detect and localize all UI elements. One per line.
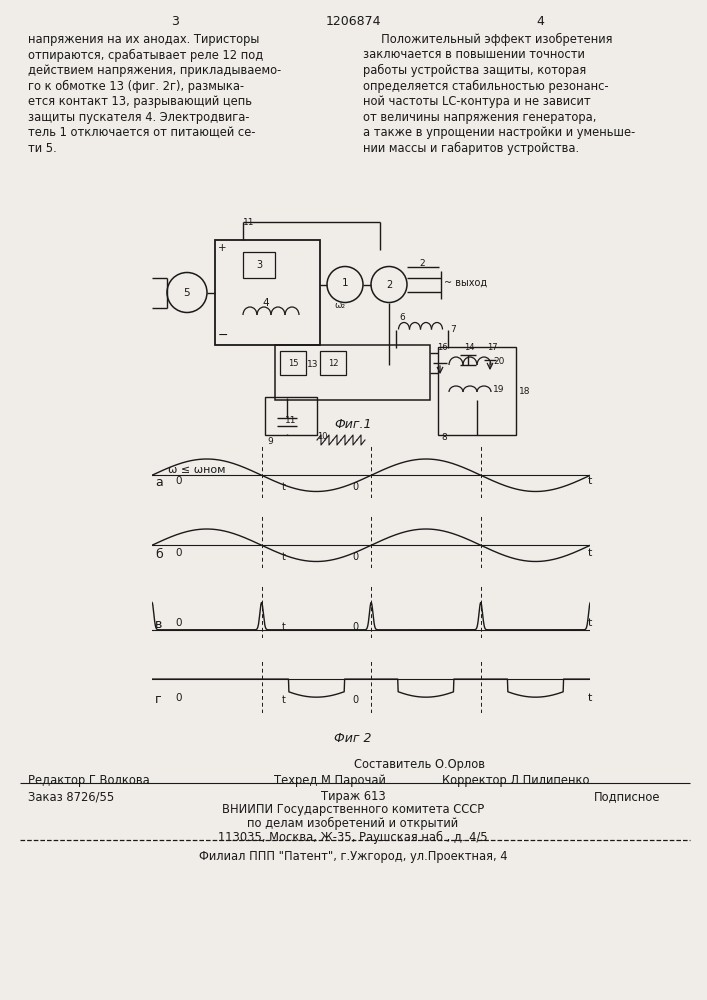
Text: 0: 0 (175, 476, 182, 486)
Text: 0: 0 (175, 618, 182, 628)
Text: Составитель О.Орлов: Составитель О.Орлов (354, 758, 486, 771)
Text: го к обмотке 13 (фиг. 2г), размыка-: го к обмотке 13 (фиг. 2г), размыка- (28, 80, 244, 93)
Text: ω₂: ω₂ (334, 302, 346, 310)
Bar (243, 252, 275, 278)
Text: 16: 16 (437, 343, 448, 352)
Text: t: t (588, 693, 592, 703)
Text: t: t (282, 552, 286, 562)
Text: от величины напряжения генератора,: от величины напряжения генератора, (363, 110, 597, 123)
Text: t: t (282, 482, 286, 492)
Text: 17: 17 (487, 343, 498, 352)
Text: ω ≤ ωном: ω ≤ ωном (168, 465, 226, 475)
Text: Редактор Г.Волкова: Редактор Г.Волкова (28, 774, 150, 787)
Text: 7: 7 (450, 326, 456, 334)
Text: б: б (155, 548, 163, 561)
Bar (215, 240, 320, 345)
Text: Фиг.1: Фиг.1 (334, 418, 372, 431)
Text: Заказ 8726/55: Заказ 8726/55 (28, 790, 115, 803)
Text: 4: 4 (262, 298, 269, 308)
Text: г: г (155, 693, 162, 706)
Text: 0: 0 (175, 548, 182, 558)
Text: 6: 6 (399, 314, 404, 322)
Text: Корректор Л.Пилипенко: Корректор Л.Пилипенко (443, 774, 590, 787)
Text: нии массы и габаритов устройства.: нии массы и габаритов устройства. (363, 141, 579, 155)
Text: Филиал ППП "Патент", г.Ужгород, ул.Проектная, 4: Филиал ППП "Патент", г.Ужгород, ул.Проек… (199, 850, 507, 863)
Text: ной частоты LC-контура и не зависит: ной частоты LC-контура и не зависит (363, 95, 590, 108)
Text: t: t (282, 695, 286, 705)
Text: 15: 15 (288, 359, 298, 367)
Text: Тираж 613: Тираж 613 (321, 790, 385, 803)
Text: работы устройства защиты, которая: работы устройства защиты, которая (363, 64, 586, 77)
Text: 0: 0 (175, 693, 182, 703)
Text: 12: 12 (328, 359, 338, 367)
Text: 2: 2 (386, 279, 392, 290)
Text: Подписное: Подписное (593, 790, 660, 803)
Text: 0: 0 (352, 552, 358, 562)
Text: 19: 19 (493, 385, 505, 394)
Text: в: в (155, 618, 163, 631)
Text: 3: 3 (171, 15, 179, 28)
Text: Фиг 2: Фиг 2 (334, 732, 372, 745)
Text: ~ выход: ~ выход (444, 277, 487, 288)
Text: t: t (588, 618, 592, 628)
Text: 13: 13 (307, 360, 318, 369)
Text: 18: 18 (519, 386, 530, 395)
Text: заключается в повышении точности: заключается в повышении точности (363, 48, 585, 62)
Text: 3: 3 (256, 260, 262, 270)
Bar (275, 345, 430, 400)
Text: напряжения на их анодах. Тиристоры: напряжения на их анодах. Тиристоры (28, 33, 259, 46)
Bar (320, 351, 346, 375)
Bar (438, 347, 516, 435)
Text: 1: 1 (341, 277, 349, 288)
Text: действием напряжения, прикладываемо-: действием напряжения, прикладываемо- (28, 64, 281, 77)
Text: 11: 11 (243, 218, 255, 227)
Text: Техред М.Парочай: Техред М.Парочай (274, 774, 386, 787)
Text: 113035, Москва, Ж-35, Раушская наб., д. 4/5: 113035, Москва, Ж-35, Раушская наб., д. … (218, 831, 488, 844)
Text: 0: 0 (352, 622, 358, 632)
Text: t: t (282, 622, 286, 632)
Text: ти 5.: ти 5. (28, 141, 57, 154)
Text: а: а (155, 476, 163, 489)
Text: +: + (218, 243, 227, 253)
Bar (265, 397, 317, 435)
Text: 4: 4 (536, 15, 544, 28)
Text: 8: 8 (441, 433, 447, 442)
Text: ВНИИПИ Государственного комитета СССР: ВНИИПИ Государственного комитета СССР (222, 803, 484, 816)
Text: а также в упрощении настройки и уменьше-: а также в упрощении настройки и уменьше- (363, 126, 636, 139)
Text: 10: 10 (317, 432, 327, 441)
Text: ется контакт 13, разрывающий цепь: ется контакт 13, разрывающий цепь (28, 95, 252, 108)
Text: 0: 0 (352, 695, 358, 705)
Text: отпираются, срабатывает реле 12 под: отпираются, срабатывает реле 12 под (28, 48, 263, 62)
Text: 5: 5 (184, 288, 190, 298)
Text: 1206874: 1206874 (325, 15, 381, 28)
Text: 11: 11 (285, 416, 296, 425)
Text: −: − (218, 329, 228, 342)
Text: определяется стабильностью резонанс-: определяется стабильностью резонанс- (363, 80, 609, 93)
Text: тель 1 отключается от питающей се-: тель 1 отключается от питающей се- (28, 126, 255, 139)
Text: 9: 9 (267, 437, 273, 446)
Text: 0: 0 (352, 482, 358, 492)
Text: t: t (588, 548, 592, 558)
Text: t: t (588, 476, 592, 486)
Bar (280, 351, 306, 375)
Text: 20: 20 (493, 357, 504, 366)
Text: защиты пускателя 4. Электродвига-: защиты пускателя 4. Электродвига- (28, 110, 250, 123)
Text: 14: 14 (464, 343, 474, 352)
Text: по делам изобретений и открытий: по делам изобретений и открытий (247, 817, 459, 830)
Text: 2: 2 (419, 259, 425, 268)
Text: Положительный эффект изобретения: Положительный эффект изобретения (363, 33, 612, 46)
